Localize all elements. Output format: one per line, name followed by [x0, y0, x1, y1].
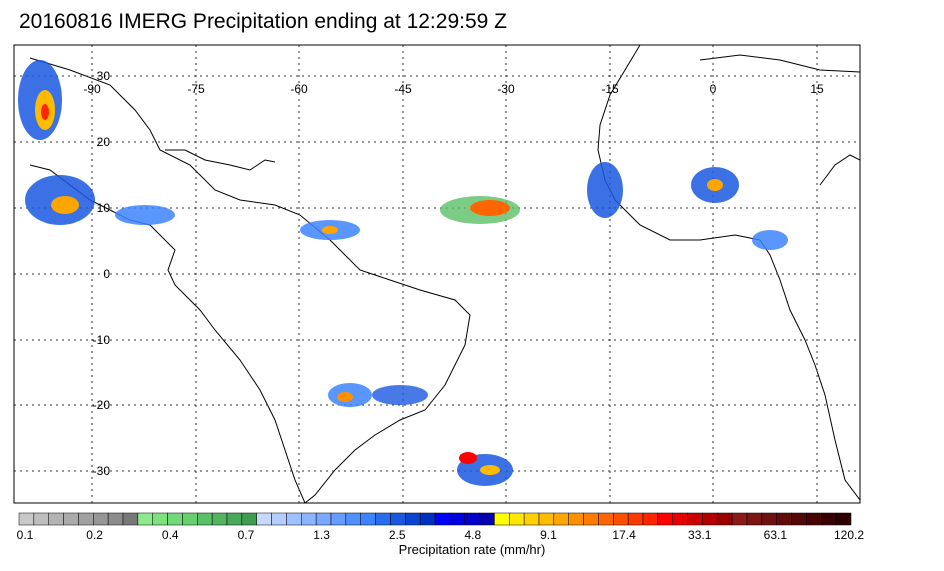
colorbar-tick-label: 1.3: [313, 528, 330, 542]
colorbar-swatch: [553, 512, 569, 526]
colorbar-swatch: [107, 512, 124, 526]
colorbar-swatch: [776, 512, 792, 526]
coastlines: [29, 45, 860, 503]
colorbar-tick-label: 63.1: [763, 528, 788, 542]
colorbar-title: Precipitation rate (mm/hr): [398, 542, 546, 557]
latitude-label: 0: [103, 267, 110, 281]
colorbar-swatch: [835, 512, 852, 526]
colorbar-swatch: [449, 512, 465, 526]
colorbar-swatch: [301, 512, 317, 526]
colorbar-tick-label: 17.4: [612, 528, 636, 542]
colorbar-swatch: [434, 512, 451, 526]
colorbar-swatch: [464, 512, 480, 526]
colorbar-swatch: [226, 512, 243, 526]
colorbar-swatch: [197, 512, 213, 526]
colorbar-tick-label: 0.4: [161, 528, 179, 542]
colorbar-swatch: [613, 512, 629, 526]
colorbar-swatch: [315, 512, 332, 526]
precipitation-field: [18, 60, 788, 486]
colorbar-swatch: [48, 512, 64, 526]
colorbar-swatch: [330, 512, 347, 526]
map-title: 20160816 IMERG Precipitation ending at 1…: [19, 10, 507, 33]
colorbar-swatch: [627, 512, 644, 526]
colorbar-swatch: [360, 512, 376, 526]
longitude-label: 15: [810, 82, 824, 96]
colorbar-tick-label: 9.1: [540, 528, 557, 542]
colorbar-swatch: [390, 512, 406, 526]
latitude-label: 30: [97, 69, 111, 83]
colorbar-tick-label: 0.7: [237, 528, 255, 542]
colorbar-swatch: [731, 512, 748, 526]
colorbar-swatch: [583, 512, 599, 526]
colorbar-swatch: [717, 512, 733, 526]
longitude-label: -90: [83, 82, 101, 96]
colorbar-swatch: [137, 512, 153, 526]
colorbar-swatch: [241, 512, 257, 526]
colorbar-tick-label: 33.1: [688, 528, 712, 542]
colorbar-swatch: [78, 512, 94, 526]
longitude-label: -30: [497, 82, 515, 96]
colorbar-swatch: [687, 512, 703, 526]
colorbar-swatch: [405, 512, 421, 526]
longitude-label: -75: [187, 82, 205, 96]
colorbar-swatch: [672, 512, 688, 526]
latitude-label: -10: [93, 333, 111, 347]
colorbar-swatch: [93, 512, 109, 526]
colorbar-swatch: [271, 512, 287, 526]
colorbar-swatch: [806, 512, 822, 526]
colorbar-swatch: [523, 512, 540, 526]
colorbar-swatch: [509, 512, 525, 526]
colorbar-tick-label: 0.1: [16, 528, 34, 542]
colorbar-swatch: [494, 512, 510, 526]
latitude-label: -30: [93, 464, 111, 478]
colorbar-tick-label: 0.2: [86, 528, 103, 542]
colorbar-swatch: [657, 512, 673, 526]
colorbar-swatch: [642, 512, 659, 526]
colorbar-tick-label: 4.8: [464, 528, 482, 542]
longitude-label: -60: [290, 82, 308, 96]
colorbar-swatch: [152, 512, 168, 526]
colorbar-swatch: [122, 512, 139, 526]
latitude-label: -20: [93, 398, 111, 412]
longitude-labels: -90 -75 -60 -45 -30 -15 0 15: [83, 82, 824, 96]
colorbar-swatch: [167, 512, 183, 526]
longitude-label: 0: [710, 82, 717, 96]
colorbar-swatch: [419, 512, 436, 526]
colorbar-swatch: [375, 512, 391, 526]
colorbar-swatch: [746, 512, 763, 526]
gridlines: [14, 45, 860, 503]
colorbar-swatch: [182, 512, 198, 526]
colorbar-swatch: [702, 512, 718, 526]
latitude-label: 20: [97, 135, 111, 149]
colorbar-swatch: [598, 512, 614, 526]
latitude-label: 10: [97, 201, 111, 215]
colorbar-swatches: [18, 512, 852, 526]
longitude-label: -15: [601, 82, 619, 96]
colorbar-tick-label: 2.5: [388, 528, 406, 542]
colorbar-swatch: [538, 512, 555, 526]
colorbar-swatch: [63, 512, 79, 526]
colorbar-swatch: [345, 512, 361, 526]
latitude-labels: 30 20 10 0 -10 -20 -30: [93, 69, 111, 478]
colorbar-swatch: [568, 512, 584, 526]
colorbar-swatch: [479, 512, 495, 526]
colorbar-swatch: [286, 512, 302, 526]
longitude-label: -45: [394, 82, 412, 96]
colorbar-swatch: [211, 512, 228, 526]
colorbar-swatch: [761, 512, 777, 526]
colorbar-swatch: [256, 512, 272, 526]
colorbar-swatch: [33, 512, 49, 526]
colorbar-swatch: [18, 512, 35, 526]
colorbar-swatch: [791, 512, 807, 526]
map-frame: [13, 44, 861, 504]
colorbar-tick-label: 120.2: [833, 528, 865, 542]
colorbar-swatch: [821, 512, 837, 526]
